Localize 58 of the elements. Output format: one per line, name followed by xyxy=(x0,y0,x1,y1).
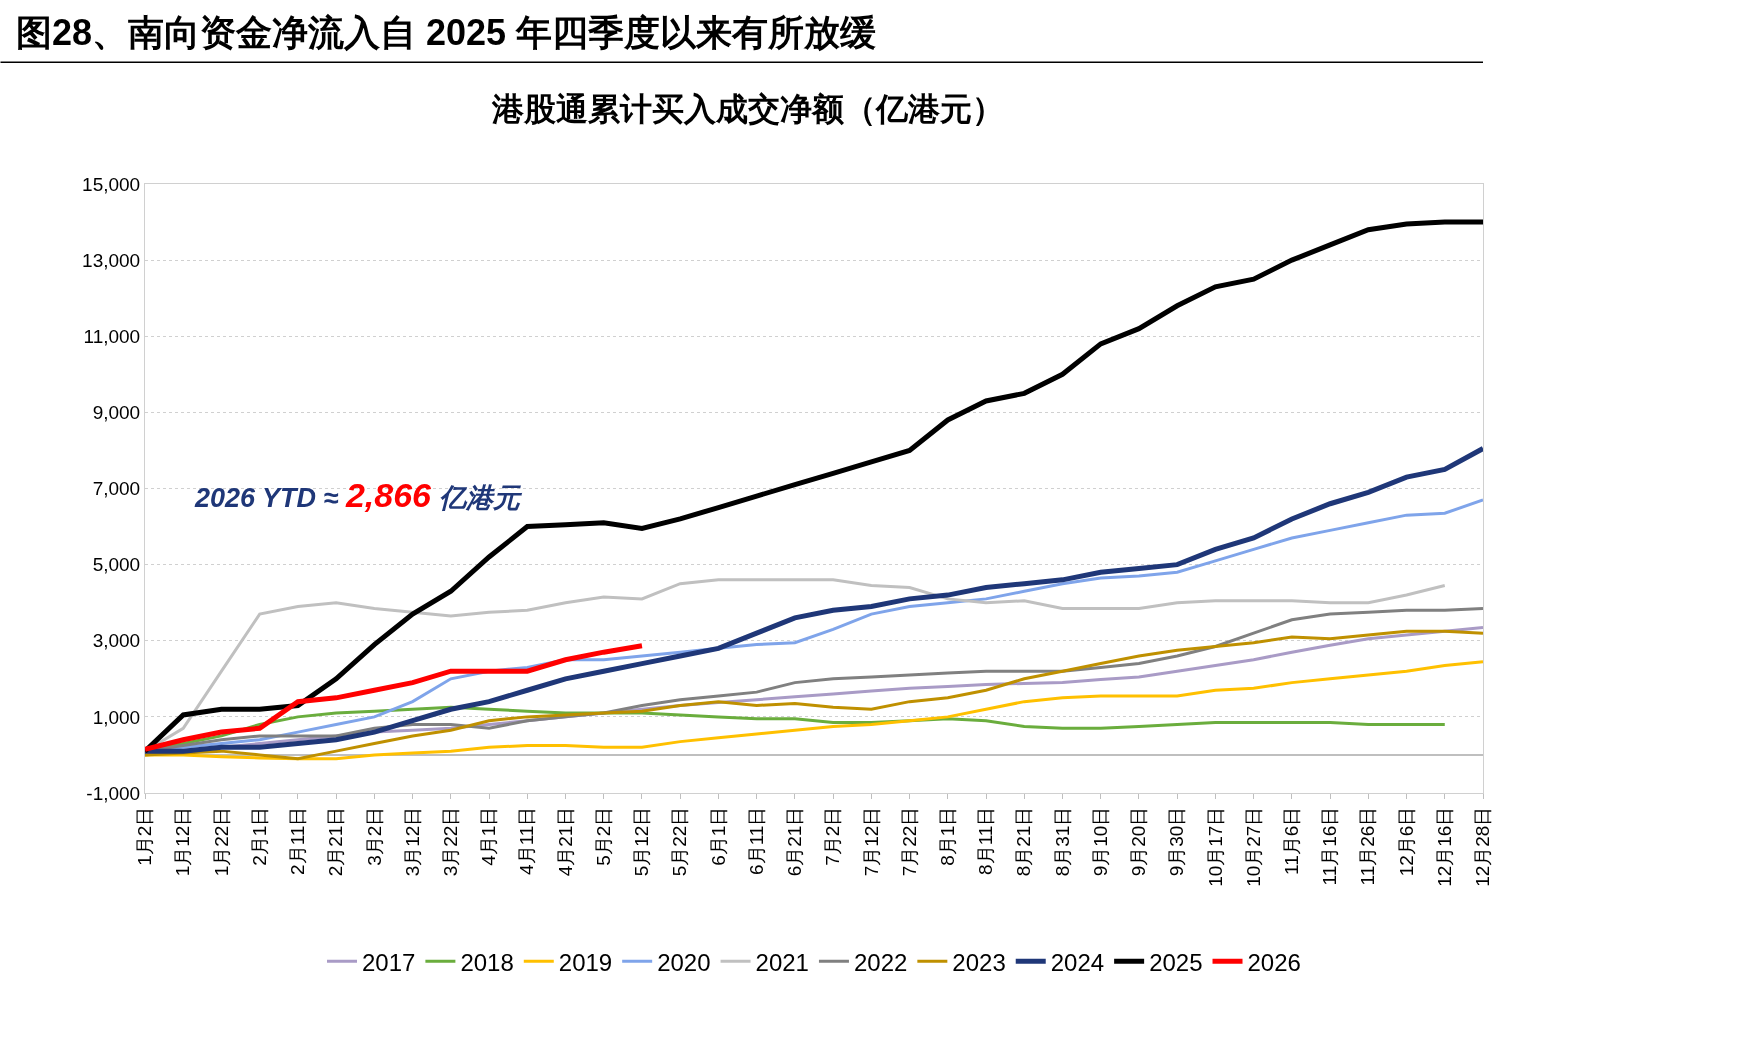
x-tick-label: 5月2日 xyxy=(592,806,614,866)
x-tick-label: 12月6日 xyxy=(1395,806,1417,877)
legend-label: 2021 xyxy=(755,948,809,976)
x-tick-label: 4月1日 xyxy=(478,806,500,866)
x-tick-label: 12月28日 xyxy=(1472,806,1494,887)
x-tick-label: 7月2日 xyxy=(822,806,844,866)
x-tick-label: 5月22日 xyxy=(669,806,691,877)
x-tick-label: 4月11日 xyxy=(516,806,538,875)
x-tick-label: 12月16日 xyxy=(1433,806,1455,887)
x-tick-label: 9月10日 xyxy=(1089,806,1111,877)
x-tick-label: 2月1日 xyxy=(248,806,270,866)
legend-label: 2024 xyxy=(1050,948,1105,976)
legend-label: 2020 xyxy=(657,948,711,976)
x-tick-label: 1月12日 xyxy=(172,806,194,877)
legend-label: 2026 xyxy=(1247,948,1301,976)
legend-label: 2019 xyxy=(558,948,613,976)
legend-label: 2022 xyxy=(853,948,908,976)
x-tick-label: 10月17日 xyxy=(1204,806,1226,887)
x-tick-label: 8月21日 xyxy=(1013,806,1035,877)
y-tick-label: 13,000 xyxy=(82,249,141,271)
legend-label: 2018 xyxy=(460,948,514,976)
x-tick-label: 8月1日 xyxy=(936,806,958,866)
chart-subtitle: 港股通累计买入成交净额（亿港元） xyxy=(491,91,1004,127)
x-tick-label: 3月2日 xyxy=(363,806,385,866)
y-tick-label: 5,000 xyxy=(92,554,141,576)
x-tick-label: 11月6日 xyxy=(1281,806,1303,875)
y-tick-label: 7,000 xyxy=(92,478,141,500)
y-tick-label: 15,000 xyxy=(82,173,141,195)
x-tick-label: 2月21日 xyxy=(325,806,347,877)
x-tick-label: 11月16日 xyxy=(1319,806,1341,886)
x-tick-label: 7月22日 xyxy=(898,806,920,877)
x-tick-label: 1月22日 xyxy=(210,806,232,877)
x-tick-label: 5月12日 xyxy=(631,806,653,877)
y-tick-label: 1,000 xyxy=(92,706,141,728)
x-tick-label: 6月1日 xyxy=(707,806,729,866)
x-tick-label: 9月30日 xyxy=(1166,806,1188,877)
x-tick-label: 3月22日 xyxy=(440,806,461,877)
legend-label: 2017 xyxy=(362,948,416,976)
y-tick-label: 9,000 xyxy=(92,402,141,424)
legend-label: 2023 xyxy=(952,948,1006,976)
chart-title: 图28、南向资金净流入自 2025 年四季度以来有所放缓 xyxy=(16,12,877,53)
x-tick-label: 8月31日 xyxy=(1051,806,1073,877)
legend-label: 2025 xyxy=(1149,948,1203,976)
x-tick-label: 8月11日 xyxy=(975,806,997,875)
x-tick-label: 2月11日 xyxy=(287,806,309,875)
x-tick-label: 1月2日 xyxy=(134,806,156,866)
y-tick-label: 3,000 xyxy=(92,630,141,652)
x-tick-label: 7月12日 xyxy=(860,806,882,877)
y-tick-label: -1,000 xyxy=(86,782,141,804)
x-tick-label: 3月12日 xyxy=(401,806,423,877)
x-tick-label: 9月20日 xyxy=(1128,806,1150,877)
x-tick-label: 6月21日 xyxy=(784,806,806,877)
annotation: 2026 YTD ≈ 2,866 亿港元 xyxy=(194,476,523,514)
x-tick-label: 6月11日 xyxy=(745,806,767,875)
y-tick-label: 11,000 xyxy=(83,325,141,347)
x-tick-label: 10月27日 xyxy=(1242,806,1264,887)
x-tick-label: 4月21日 xyxy=(554,806,576,877)
x-tick-label: 11月26日 xyxy=(1357,806,1379,886)
